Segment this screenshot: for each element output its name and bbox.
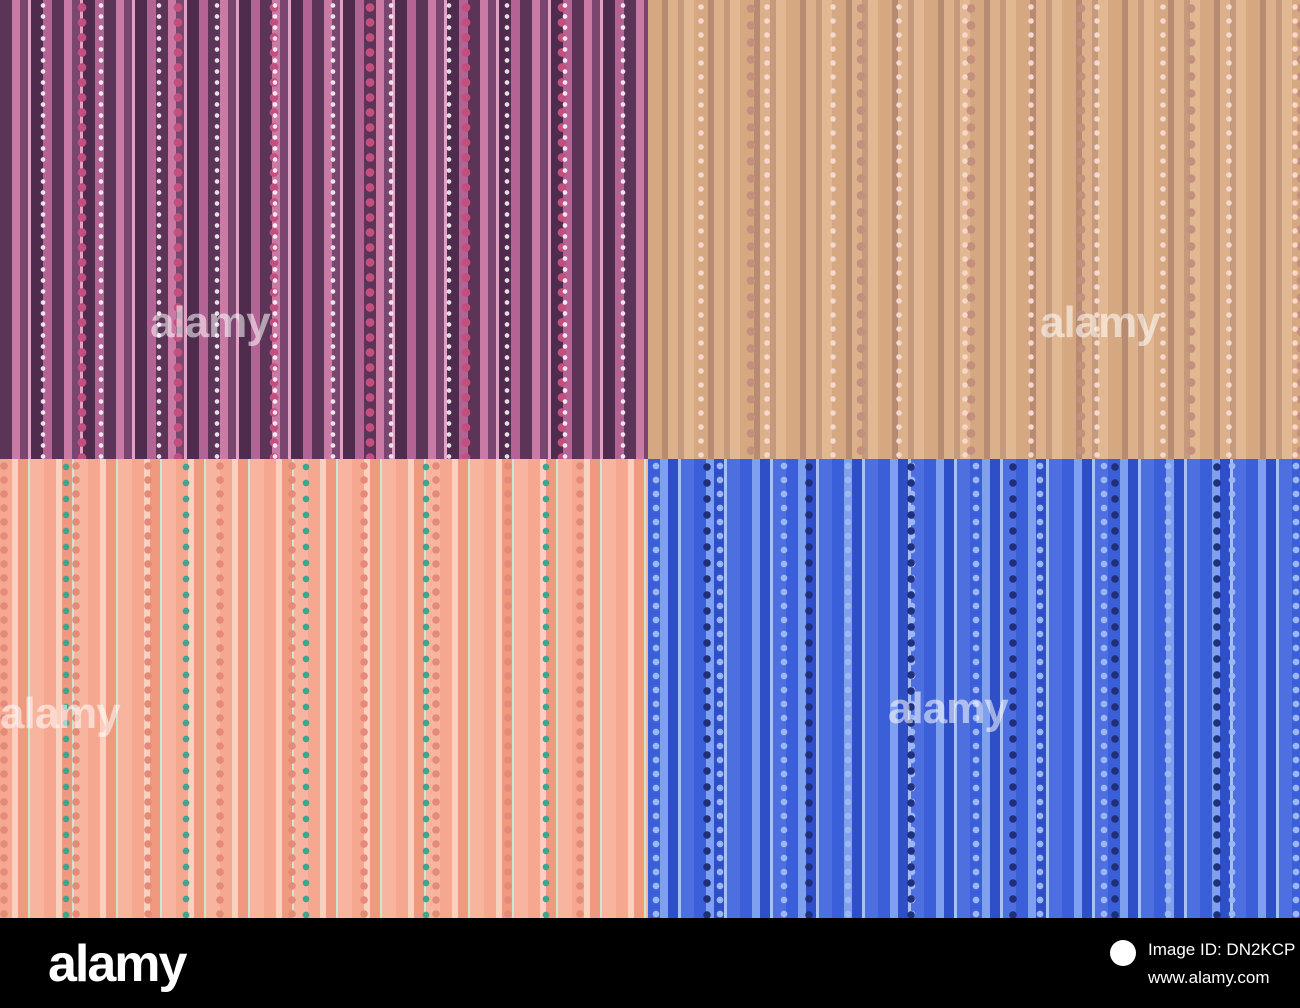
pattern-salmon: alamy [0,459,648,918]
pattern-purple: alamy [0,0,648,459]
image-id: Image ID: DN2KCP [1148,940,1296,959]
pattern-tan: alamy [648,0,1300,459]
watermark: alamy [0,689,121,738]
watermark: alamy [888,684,1009,733]
footer-logo: alamy [48,935,187,993]
pattern-blue: alamy [648,459,1300,918]
watermark: alamy [150,298,271,347]
logo-icon [1110,940,1136,966]
watermark: alamy [1040,298,1161,347]
site-url: www.alamy.com [1148,968,1270,987]
footer: alamy Image ID: DN2KCP www.alamy.com [0,918,1300,1008]
